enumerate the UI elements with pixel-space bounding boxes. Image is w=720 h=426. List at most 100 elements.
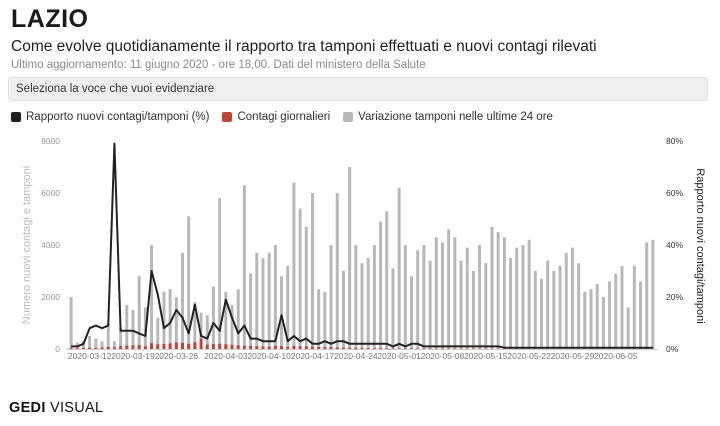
y-axis-right-tick: 80%: [666, 136, 683, 146]
x-axis-tick: 2020-05-08: [421, 351, 465, 361]
tests-bar: [125, 304, 129, 349]
x-axis-ticks: 2020-03-12 2020-03-19 2020-03-26 2020-04-03…: [68, 351, 638, 361]
daily-cases-bar: [422, 348, 426, 350]
daily-cases-bar: [255, 346, 259, 349]
x-axis-tick: 2020-03-26: [155, 351, 199, 361]
tests-bar: [583, 291, 587, 349]
brand-logo: GEDI VISUAL: [9, 400, 103, 416]
chart: Numero nuovi contagi e tamponi Rapporto …: [21, 136, 706, 361]
daily-cases-bar: [75, 348, 79, 349]
y-axis-right-title: Rapporto nuovi contagi/tamponi: [694, 168, 706, 323]
daily-cases-bar: [143, 346, 147, 349]
daily-cases-bar: [379, 348, 383, 349]
y-axis-right-ticks: 0% 20% 40% 60% 80%: [666, 136, 683, 354]
tests-bar: [601, 297, 605, 349]
daily-cases-bar: [150, 343, 154, 349]
daily-cases-bar: [249, 345, 253, 349]
tests-bar: [255, 252, 259, 349]
daily-cases-bar: [447, 348, 451, 350]
daily-cases-bar: [125, 345, 129, 349]
daily-cases-bar: [323, 347, 327, 349]
x-axis-tick: 2020-05-22: [507, 351, 551, 361]
tests-bar: [162, 291, 166, 349]
daily-cases-bar: [211, 344, 215, 349]
tests-bar: [428, 260, 432, 349]
tests-bar: [546, 260, 550, 349]
daily-cases-bar: [280, 346, 284, 349]
tests-bar: [88, 336, 92, 349]
tests-bar: [348, 167, 352, 349]
page-subtitle: Come evolve quotidianamente il rapporto …: [11, 38, 597, 55]
tests-bar: [447, 229, 451, 349]
y-axis-left-tick: 8000: [41, 136, 60, 146]
daily-cases-bar: [478, 348, 482, 350]
tests-bar: [168, 289, 172, 349]
daily-cases-bar: [397, 348, 401, 349]
legend-swatch-daily-cases: [222, 112, 233, 122]
daily-cases-bar: [385, 348, 389, 349]
legend-item-tests-variation[interactable]: Variazione tamponi nelle ultime 24 ore: [343, 111, 553, 123]
daily-cases-bar: [267, 346, 271, 349]
x-axis-tick: 2020-03-19: [111, 351, 155, 361]
daily-cases-bar: [199, 338, 203, 349]
tests-bar: [651, 239, 655, 349]
legend-label-daily-cases: Contagi giornalieri: [237, 111, 331, 123]
tests-bar: [465, 247, 469, 349]
tests-bar: [533, 271, 537, 349]
daily-cases-bar: [88, 347, 92, 349]
tests-bar: [478, 245, 482, 349]
daily-cases-bar: [366, 348, 370, 349]
series-highlight-select[interactable]: Seleziona la voce che vuoi evidenziare: [8, 77, 708, 101]
legend-item-ratio[interactable]: Rapporto nuovi contagi/tamponi (%): [11, 111, 209, 123]
tests-bar: [298, 208, 302, 349]
daily-cases-bar: [193, 342, 197, 349]
x-axis-tick: 2020-05-29: [551, 351, 595, 361]
x-axis-tick: 2020-04-03: [204, 351, 248, 361]
daily-cases-bar: [416, 348, 420, 349]
tests-bar: [335, 193, 339, 349]
daily-cases-bar: [94, 347, 98, 349]
daily-cases-bar: [348, 347, 352, 349]
daily-cases-bar: [230, 344, 234, 349]
daily-cases-bar: [341, 347, 345, 349]
tests-bar: [242, 185, 246, 349]
daily-cases-bar: [490, 348, 494, 350]
daily-cases-bar: [403, 348, 407, 349]
tests-bar: [490, 226, 494, 349]
tests-bar: [422, 245, 426, 349]
brand-logo-light: VISUAL: [50, 400, 104, 416]
tests-bar: [434, 237, 438, 349]
y-axis-right-tick: 40%: [666, 240, 683, 250]
y-axis-left-tick: 4000: [41, 240, 60, 250]
tests-bar: [496, 232, 500, 349]
daily-cases-bar: [69, 347, 73, 349]
brand-logo-bold: GEDI: [9, 400, 46, 416]
tests-bar: [403, 245, 407, 349]
tests-bar: [280, 276, 284, 349]
daily-cases-bar: [273, 345, 277, 349]
tests-bar: [224, 291, 228, 349]
tests-bar: [181, 252, 185, 349]
tests-bar: [69, 297, 73, 349]
tests-bar: [626, 307, 630, 349]
tests-bars: [69, 167, 655, 349]
y-axis-left-title: Numero nuovi contagi e tamponi: [21, 166, 33, 324]
daily-cases-bar: [131, 345, 135, 349]
x-axis-tick: 2020-06-05: [594, 351, 638, 361]
tests-bar: [317, 289, 321, 349]
tests-bar: [156, 317, 160, 349]
daily-cases-bar: [174, 342, 178, 349]
tests-bar: [620, 265, 624, 349]
legend-item-daily-cases[interactable]: Contagi giornalieri: [222, 111, 330, 123]
chart-legend: Rapporto nuovi contagi/tamponi (%) Conta…: [11, 110, 566, 124]
tests-bar: [558, 265, 562, 349]
daily-cases-bar: [137, 345, 141, 349]
page-title: LAZIO: [11, 5, 89, 33]
tests-bar: [527, 239, 531, 349]
tests-bar: [502, 237, 506, 349]
tests-bar: [577, 263, 581, 349]
tests-bar: [589, 289, 593, 349]
x-axis-tick: 2020-04-24: [334, 351, 378, 361]
y-axis-right-tick: 0%: [666, 344, 679, 354]
tests-bar: [645, 242, 649, 349]
